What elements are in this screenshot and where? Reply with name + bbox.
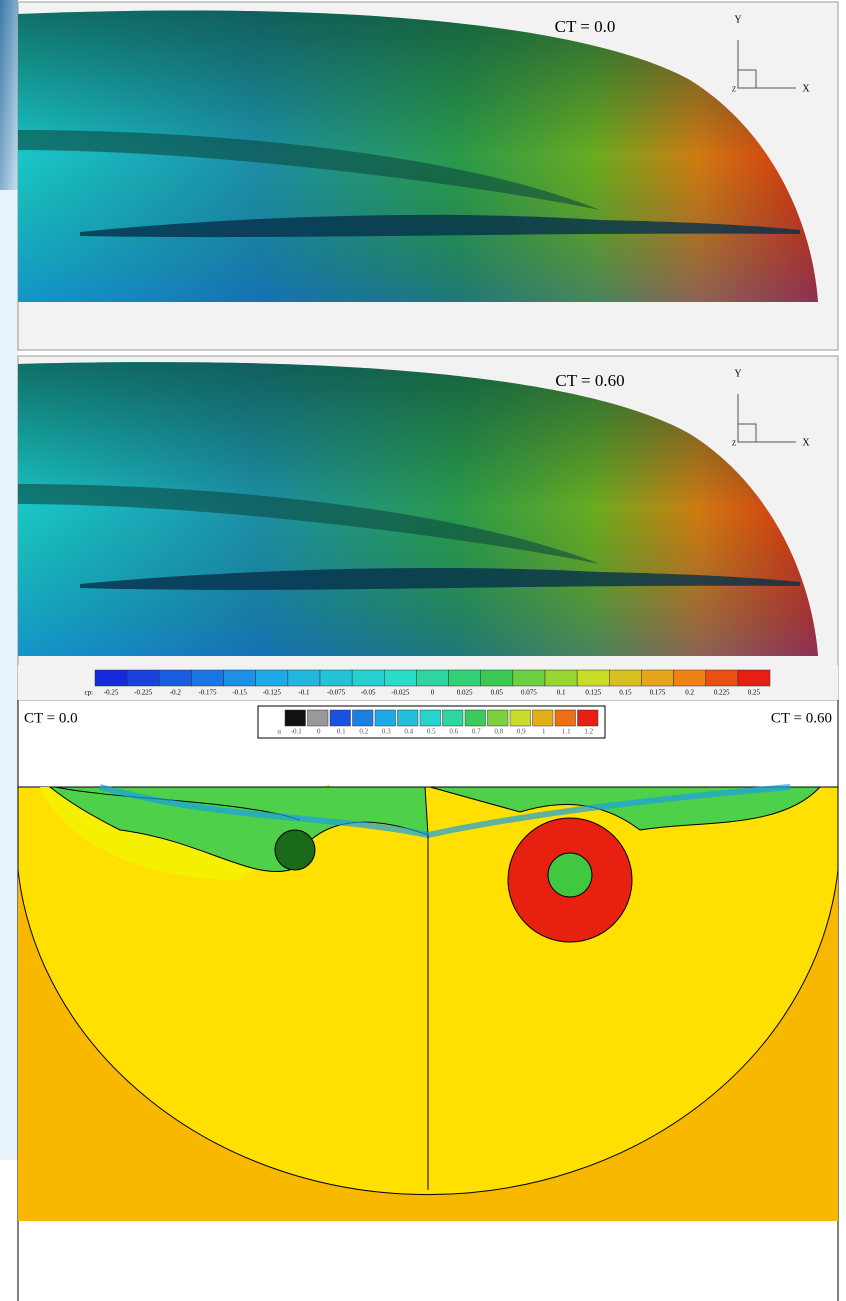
legend-tick: -0.075: [327, 689, 346, 697]
legend-tick: 0.8: [494, 728, 503, 736]
legend-cell: [555, 710, 576, 726]
legend-tick: 0.225: [714, 689, 730, 697]
legend-tick: 0.075: [521, 689, 537, 697]
legend-tick: -0.225: [134, 689, 153, 697]
legend-tick: 0.1: [557, 689, 566, 697]
legend-cell: [224, 670, 256, 686]
legend-cell: [481, 670, 513, 686]
legend-tick: 0.05: [491, 689, 504, 697]
legend-cell: [320, 670, 352, 686]
legend-cell: [706, 670, 738, 686]
legend-tick: 1.1: [562, 728, 571, 736]
legend-tick: 0.9: [517, 728, 526, 736]
legend-cell: [352, 670, 384, 686]
legend-cell: [330, 710, 351, 726]
legend-name: α: [277, 728, 281, 736]
legend-tick: 0.2: [359, 728, 368, 736]
legend-cell: [285, 710, 306, 726]
background-image: [0, 0, 18, 190]
alpha-legend: -0.1 0 0.1 0.2 0.3 0.4 0.5 0.6 0.7 0.8 0.9 1 1.1 1.2 α: [258, 706, 605, 738]
legend-cell: [159, 670, 191, 686]
legend-cell: [308, 710, 329, 726]
legend-cell: [420, 710, 441, 726]
legend-tick: 1.2: [584, 728, 593, 736]
legend-cell: [578, 710, 599, 726]
panel: CT = 0.0 Y X Z: [18, 2, 838, 350]
axis-label: Y: [734, 368, 741, 379]
legend-tick: -0.1: [291, 728, 303, 736]
legend-tick: -0.25: [104, 689, 119, 697]
sidebar: [0, 190, 18, 1160]
legend-tick: 0.4: [404, 728, 413, 736]
axis-label: Y: [734, 14, 741, 25]
legend-cell: [288, 670, 320, 686]
legend-cell: [609, 670, 641, 686]
legend-cell: [738, 670, 770, 686]
legend-tick: 0.25: [748, 689, 761, 697]
legend-cell: [375, 710, 396, 726]
comparison-panel: CT = 0.0 CT = 0.60: [18, 700, 838, 1301]
legend-tick: 0.1: [337, 728, 346, 736]
legend-tick: 0.025: [457, 689, 473, 697]
legend-cell: [641, 670, 673, 686]
legend-tick: -0.15: [232, 689, 247, 697]
legend-tick: -0.175: [198, 689, 217, 697]
legend-tick: 0: [431, 689, 435, 697]
legend-cell: [95, 670, 127, 686]
legend-tick: 0.6: [449, 728, 458, 736]
panel-label: CT = 0.60: [555, 371, 624, 390]
legend-cell: [384, 670, 416, 686]
page: CT = 0.0 Y X Z CT = 0.60 Y X Z -0.25-0.2…: [0, 0, 846, 1301]
legend-tick: 0.15: [619, 689, 632, 697]
figure: CT = 0.0 Y X Z CT = 0.60 Y X Z -0.25-0.2…: [0, 0, 846, 1301]
case-label: CT = 0.0: [24, 710, 78, 726]
legend-tick: -0.125: [263, 689, 282, 697]
legend-cell: [513, 670, 545, 686]
legend-cell: [398, 710, 419, 726]
legend-tick: 1: [542, 728, 546, 736]
legend-tick: -0.1: [298, 689, 310, 697]
legend-cell: [577, 670, 609, 686]
legend-tick: 0.175: [650, 689, 666, 697]
legend-name: cp:: [84, 689, 93, 697]
legend-cell: [510, 710, 531, 726]
cp-legend: -0.25 -0.225 -0.2 -0.175 -0.15 -0.125 -0.1 -0.0…: [18, 665, 838, 700]
legend-cell: [449, 670, 481, 686]
legend-tick: 0.125: [585, 689, 601, 697]
legend-cell: [191, 670, 223, 686]
legend-cell: [353, 710, 374, 726]
legend-cell: [465, 710, 486, 726]
legend-tick: 0.7: [472, 728, 481, 736]
axis-label: Z: [732, 86, 736, 94]
panel-label: CT = 0.0: [555, 17, 616, 36]
case-label: CT = 0.60: [771, 710, 832, 726]
legend-tick: -0.025: [391, 689, 410, 697]
legend-tick: 0.5: [427, 728, 436, 736]
legend-cell: [256, 670, 288, 686]
legend-tick: -0.05: [361, 689, 376, 697]
legend-tick: -0.2: [170, 689, 182, 697]
legend-cell: [416, 670, 448, 686]
axis-label: X: [802, 83, 810, 94]
legend-cell: [545, 670, 577, 686]
legend-tick: 0: [317, 728, 321, 736]
legend-cell: [443, 710, 464, 726]
legend-cell: [488, 710, 509, 726]
axis-label: Z: [732, 440, 736, 448]
legend-cell: [674, 670, 706, 686]
panel: CT = 0.60 Y X Z: [18, 356, 838, 700]
legend-cell: [127, 670, 159, 686]
legend-tick: 0.2: [685, 689, 694, 697]
legend-tick: 0.3: [382, 728, 391, 736]
legend-cell: [533, 710, 554, 726]
axis-label: X: [802, 437, 810, 448]
